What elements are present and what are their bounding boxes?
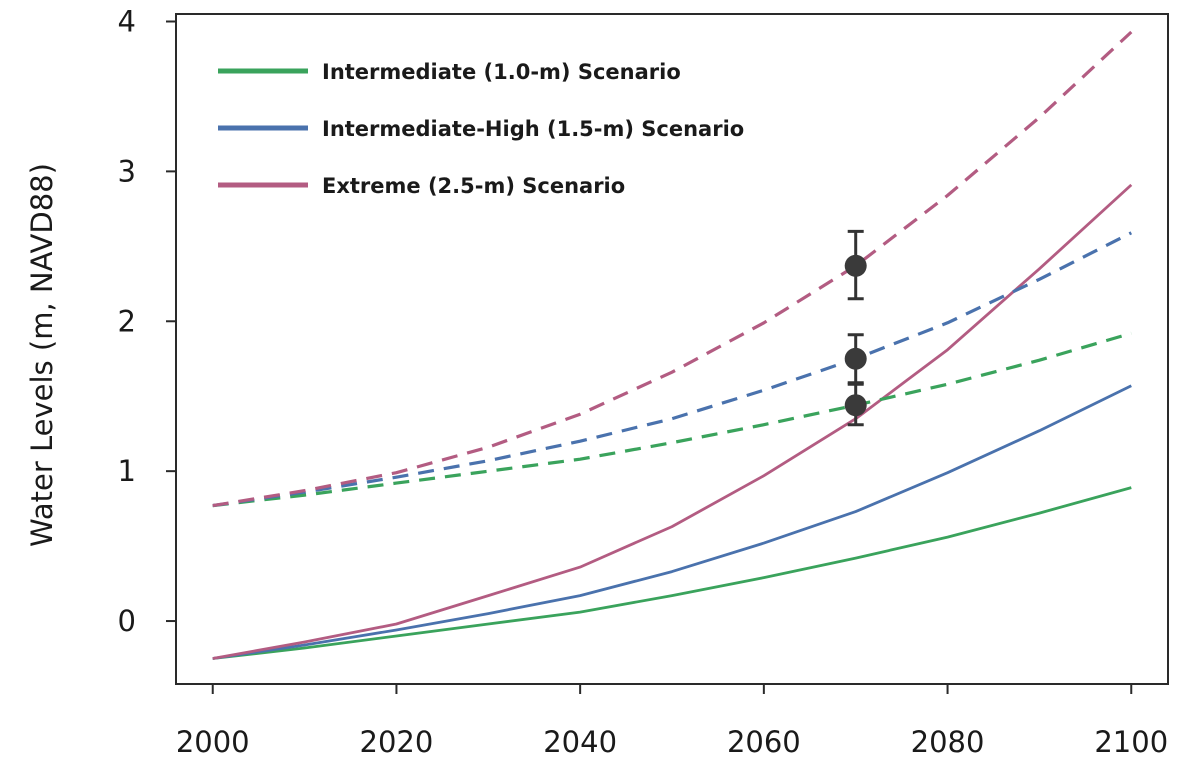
y-tick-label: 1 [118,454,136,488]
series-layer [212,30,1133,660]
plot-frame [175,13,1169,685]
x-axis: 2000 2020 2040 2060 2080 2100 [176,684,1168,759]
series-line-solid [212,384,1132,660]
x-tick-label: 2020 [360,725,434,759]
legend: Intermediate (1.0-m) Scenario Intermediat… [218,60,744,198]
x-tick-label: 2060 [727,725,801,759]
series-line-solid [212,183,1133,660]
legend-label: Intermediate (1.0-m) Scenario [322,60,681,84]
data-point [844,347,867,370]
y-tick-label: 2 [118,304,136,338]
series-line-solid [212,486,1132,660]
x-tick-label: 2000 [176,725,250,759]
y-axis-title: Water Levels (m, NAVD88) [25,163,59,547]
x-tick-label: 2080 [911,725,985,759]
y-tick-label: 0 [118,604,136,638]
legend-label: Extreme (2.5-m) Scenario [322,174,625,198]
series-line-dashed [212,231,1133,508]
x-tick-label: 2100 [1094,725,1168,759]
legend-label: Intermediate-High (1.5-m) Scenario [322,117,744,141]
data-point [844,254,867,277]
series-line-dashed [212,331,1132,508]
y-axis: 0 1 2 3 4 [118,4,176,638]
series-line-dashed [212,30,1133,508]
y-tick-label: 4 [118,4,136,38]
y-tick-label: 3 [118,154,136,188]
error-bar-layer [844,229,867,427]
x-tick-label: 2040 [543,725,617,759]
data-point [844,394,867,417]
